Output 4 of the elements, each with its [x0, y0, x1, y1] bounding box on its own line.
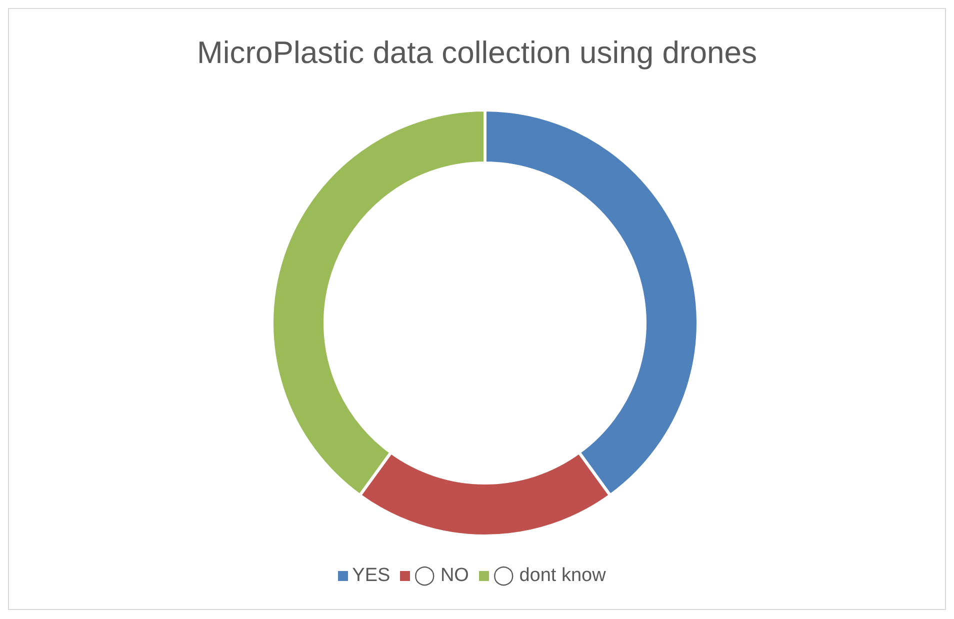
legend-label: ◯ NO [414, 565, 469, 586]
chart-title: MicroPlastic data collection using drones [196, 35, 758, 71]
legend-label: ◯ dont know [492, 565, 606, 586]
legend-label: YES [352, 565, 390, 586]
